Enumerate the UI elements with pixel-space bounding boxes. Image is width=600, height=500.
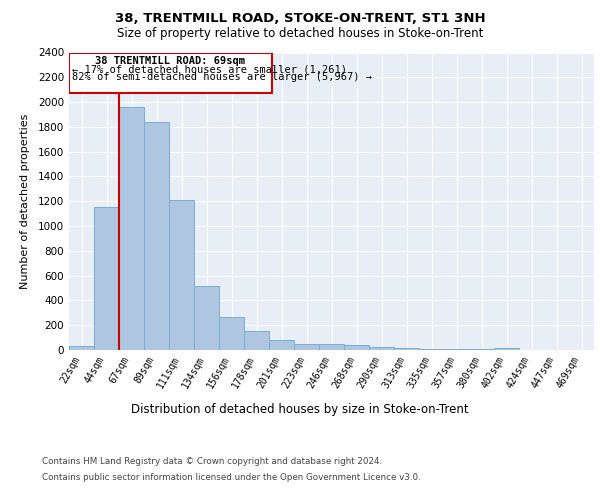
Y-axis label: Number of detached properties: Number of detached properties bbox=[20, 114, 29, 289]
Text: ← 17% of detached houses are smaller (1,261): ← 17% of detached houses are smaller (1,… bbox=[72, 64, 347, 74]
Text: 38, TRENTMILL ROAD, STOKE-ON-TRENT, ST1 3NH: 38, TRENTMILL ROAD, STOKE-ON-TRENT, ST1 … bbox=[115, 12, 485, 26]
Bar bbox=[269, 340, 294, 350]
Bar bbox=[219, 317, 244, 350]
Bar bbox=[119, 107, 144, 350]
FancyBboxPatch shape bbox=[69, 53, 271, 94]
Text: 82% of semi-detached houses are larger (5,967) →: 82% of semi-detached houses are larger (… bbox=[72, 72, 372, 83]
Text: Size of property relative to detached houses in Stoke-on-Trent: Size of property relative to detached ho… bbox=[117, 28, 483, 40]
Bar bbox=[294, 344, 319, 350]
Bar bbox=[69, 346, 94, 350]
Bar bbox=[394, 348, 419, 350]
Bar bbox=[194, 286, 219, 350]
Bar bbox=[319, 344, 344, 350]
Bar bbox=[344, 345, 369, 350]
Bar bbox=[419, 349, 444, 350]
Text: Distribution of detached houses by size in Stoke-on-Trent: Distribution of detached houses by size … bbox=[131, 402, 469, 415]
Bar bbox=[494, 348, 519, 350]
Bar bbox=[244, 331, 269, 350]
Bar bbox=[94, 208, 119, 350]
Text: Contains HM Land Registry data © Crown copyright and database right 2024.: Contains HM Land Registry data © Crown c… bbox=[42, 458, 382, 466]
Bar bbox=[169, 200, 194, 350]
Text: 38 TRENTMILL ROAD: 69sqm: 38 TRENTMILL ROAD: 69sqm bbox=[95, 56, 245, 66]
Bar bbox=[444, 349, 469, 350]
Text: Contains public sector information licensed under the Open Government Licence v3: Contains public sector information licen… bbox=[42, 472, 421, 482]
Bar bbox=[369, 348, 394, 350]
Bar bbox=[144, 122, 169, 350]
